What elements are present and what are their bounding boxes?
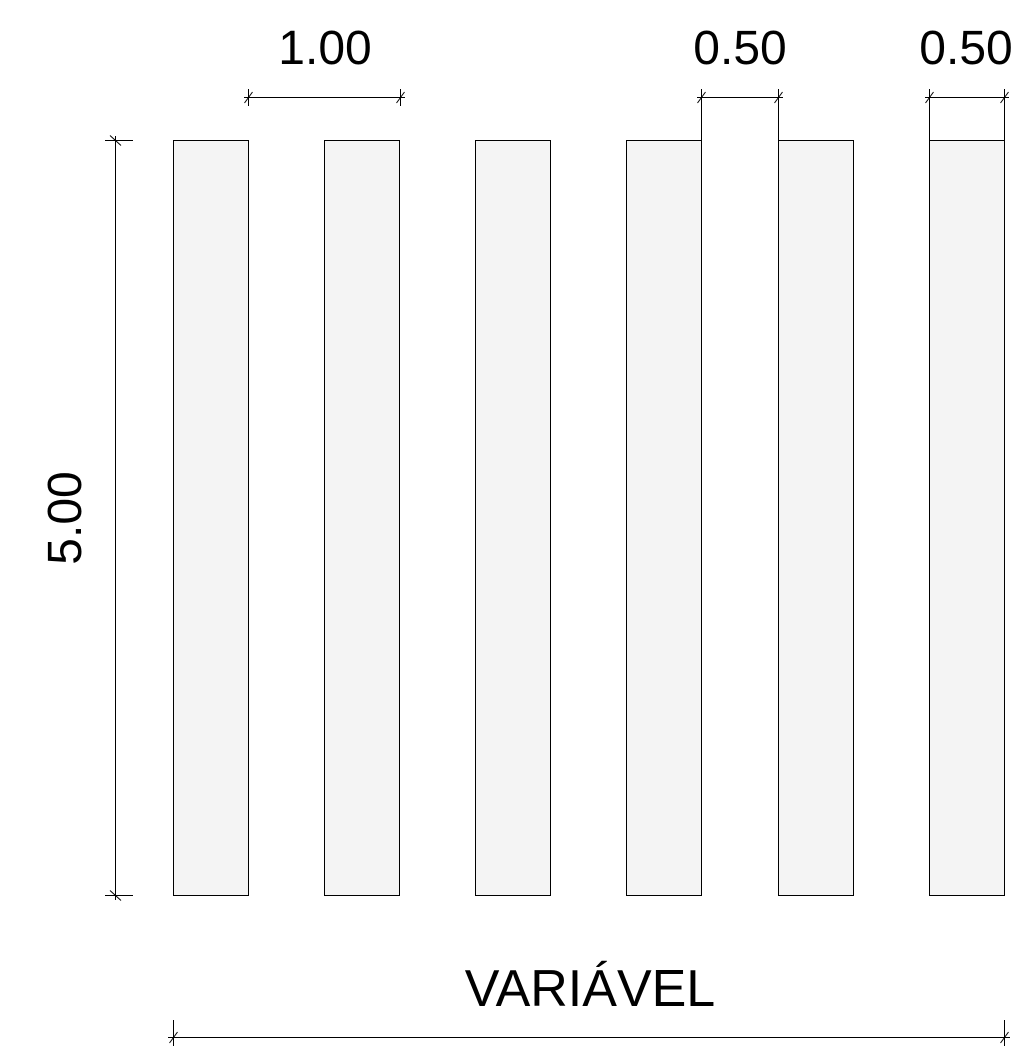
stripe-2 [324,140,400,896]
stripe-4 [626,140,702,896]
dimension-label-5-00: 5.00 [39,471,92,564]
stripes [173,140,1005,896]
dimension-length: 5.00 [39,135,133,901]
dimension-total-width: VARIÁVEL [168,960,1010,1046]
dimension-label-variavel: VARIÁVEL [465,960,715,1018]
dimension-label-end-stripe: 0.50 [919,22,1012,75]
dimension-end-stripe: 0.50 [919,22,1013,146]
stripe-5 [778,140,854,896]
stripe-3 [475,140,551,896]
dimension-gap: 0.50 [693,22,787,146]
stripe-6 [929,140,1005,896]
dimension-stripe-width: 1.00 [244,22,405,106]
stripe-1 [173,140,249,896]
dimension-label-gap: 0.50 [693,22,786,75]
dimension-label-1-00: 1.00 [278,22,371,75]
